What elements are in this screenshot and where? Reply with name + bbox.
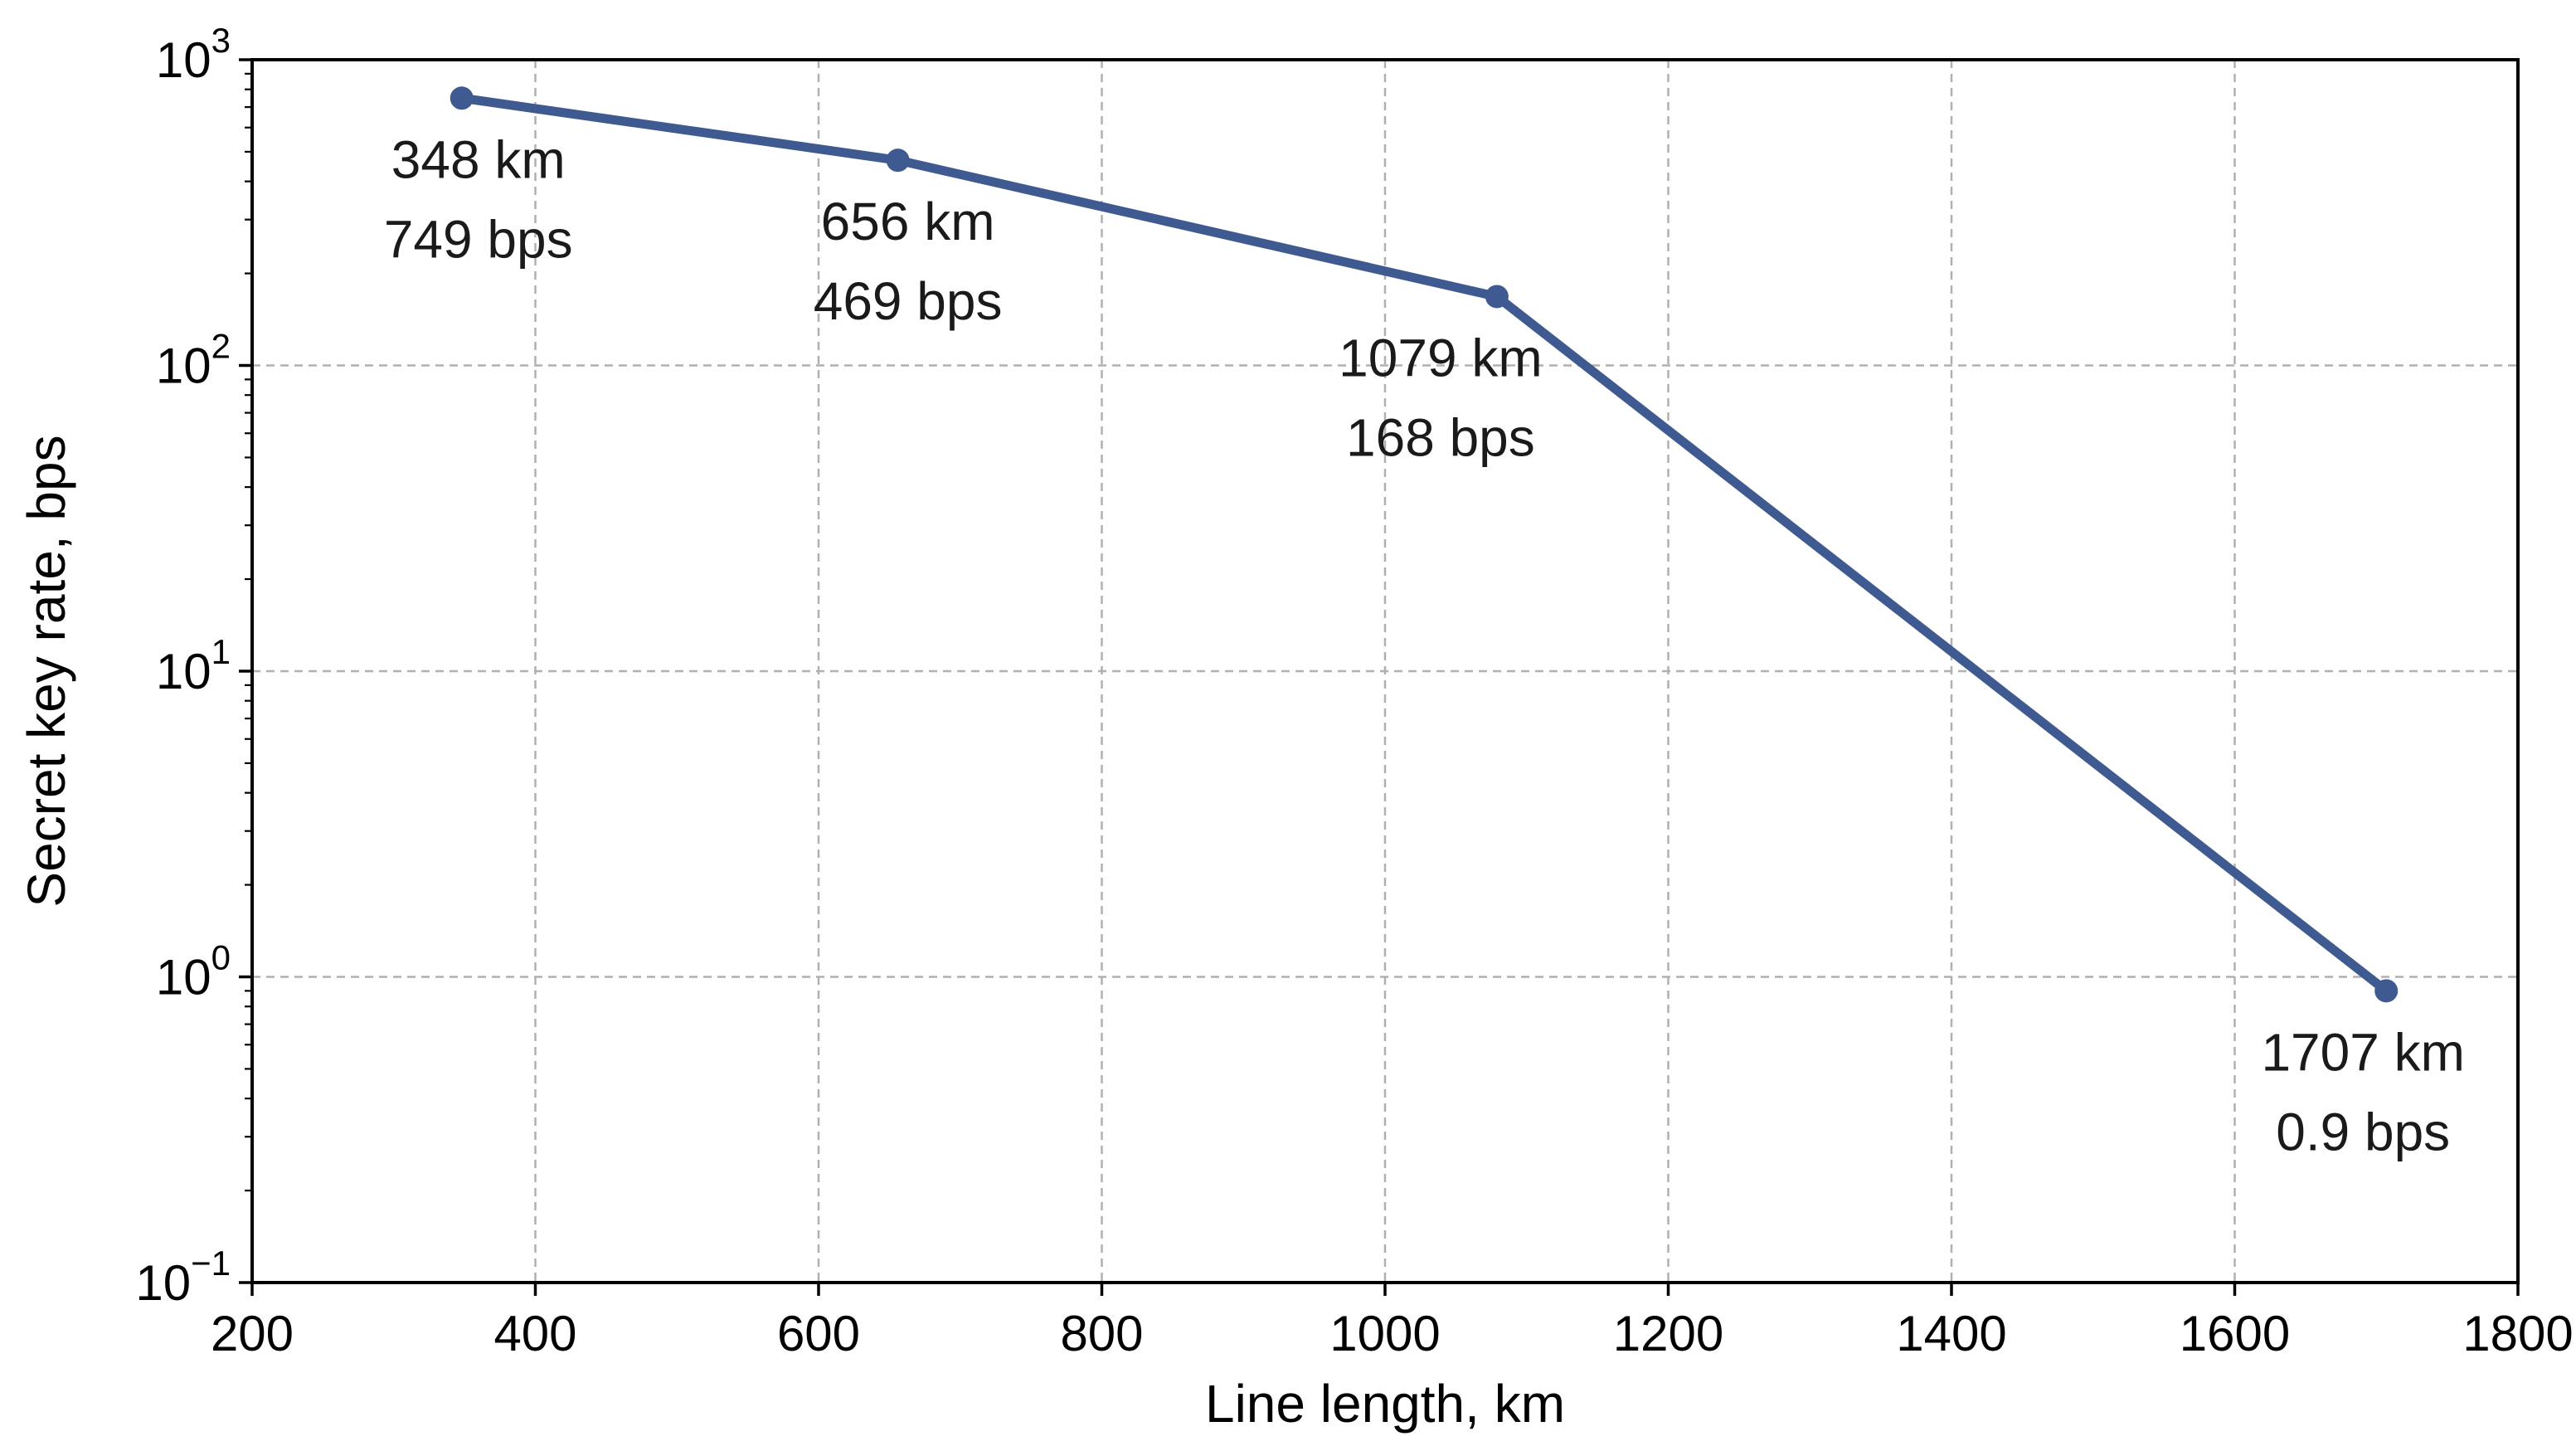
y-tick-base: 10 xyxy=(156,338,211,394)
x-tick-label: 1600 xyxy=(2180,1306,2290,1361)
x-tick-label: 1400 xyxy=(1896,1306,2006,1361)
annotation-distance: 1079 km xyxy=(1339,328,1542,387)
annotation-rate: 0.9 bps xyxy=(2276,1102,2450,1161)
y-tick-base: 10 xyxy=(156,32,211,88)
data-point xyxy=(2374,979,2399,1003)
y-tick-exponent: 1 xyxy=(211,632,231,671)
x-tick-label: 1800 xyxy=(2462,1306,2573,1361)
y-tick-label: 103 xyxy=(156,21,231,88)
annotation-distance: 656 km xyxy=(821,192,995,251)
major-ticks xyxy=(239,58,2520,1296)
data-point xyxy=(1485,285,1509,309)
y-tick-label: 100 xyxy=(156,938,231,1005)
annotation-rate: 168 bps xyxy=(1346,407,1535,467)
annotation-distance: 1707 km xyxy=(2261,1022,2464,1082)
series xyxy=(457,93,2391,996)
y-tick-base: 10 xyxy=(135,1255,191,1311)
data-annotations: 348 km 749 bps 656 km 469 bps 1079 km 168 bps… xyxy=(384,129,2465,1161)
grid xyxy=(252,60,2518,1283)
y-tick-exponent: −1 xyxy=(191,1244,231,1283)
x-tick-label: 1200 xyxy=(1613,1306,1723,1361)
x-tick-label: 1000 xyxy=(1329,1306,1440,1361)
plot-frame xyxy=(250,58,2520,1284)
x-tick-label: 400 xyxy=(493,1306,576,1361)
x-tick-label: 600 xyxy=(777,1306,860,1361)
y-tick-exponent: 2 xyxy=(211,327,231,366)
y-tick-base: 10 xyxy=(156,950,211,1005)
data-point xyxy=(886,148,910,173)
data-points xyxy=(450,86,2399,1003)
x-tick-label: 200 xyxy=(211,1306,294,1361)
annotation-distance: 348 km xyxy=(391,129,566,189)
annotation-rate: 469 bps xyxy=(814,271,1003,331)
y-tick-exponent: 3 xyxy=(211,21,231,60)
y-axis-title: Secret key rate, bps xyxy=(17,435,76,907)
data-point xyxy=(450,86,474,110)
y-tick-exponent: 0 xyxy=(211,938,231,977)
y-tick-label: 10−1 xyxy=(135,1244,231,1311)
series-line xyxy=(457,93,2391,996)
x-tick-label: 800 xyxy=(1060,1306,1143,1361)
x-tick-labels: 200 400 600 800 1000 1200 1400 1600 1800 xyxy=(211,1306,2574,1361)
x-axis-title: Line length, km xyxy=(1205,1374,1565,1434)
annotation-rate: 749 bps xyxy=(384,209,573,269)
y-tick-label: 101 xyxy=(156,632,231,699)
y-tick-label: 102 xyxy=(156,327,231,394)
y-tick-base: 10 xyxy=(156,644,211,699)
